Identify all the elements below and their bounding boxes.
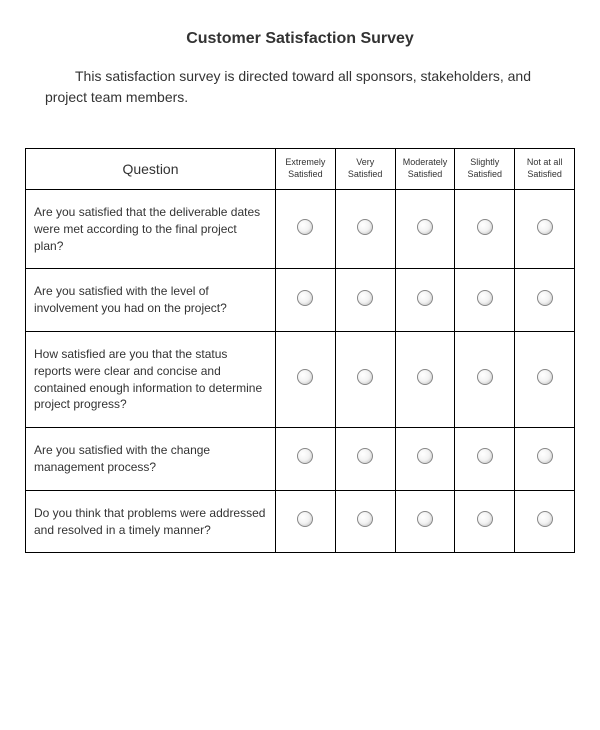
- radio-button[interactable]: [357, 219, 373, 235]
- radio-button[interactable]: [297, 369, 313, 385]
- radio-button[interactable]: [297, 511, 313, 527]
- rating-header-2: Moderately Satisfied: [395, 149, 455, 190]
- radio-button[interactable]: [297, 219, 313, 235]
- radio-button[interactable]: [537, 511, 553, 527]
- radio-cell: [455, 331, 515, 427]
- radio-button[interactable]: [357, 369, 373, 385]
- radio-button[interactable]: [417, 369, 433, 385]
- radio-cell: [335, 490, 395, 553]
- question-text: Do you think that problems were addresse…: [26, 490, 276, 553]
- table-row: Are you satisfied with the change manage…: [26, 428, 575, 491]
- radio-cell: [515, 269, 575, 332]
- survey-table-body: Are you satisfied that the deliverable d…: [26, 190, 575, 553]
- radio-cell: [455, 190, 515, 269]
- radio-cell: [276, 490, 336, 553]
- radio-cell: [515, 190, 575, 269]
- radio-cell: [515, 428, 575, 491]
- survey-title: Customer Satisfaction Survey: [25, 30, 575, 48]
- radio-button[interactable]: [357, 290, 373, 306]
- table-row: Do you think that problems were addresse…: [26, 490, 575, 553]
- radio-button[interactable]: [537, 219, 553, 235]
- rating-header-1: Very Satisfied: [335, 149, 395, 190]
- radio-cell: [515, 331, 575, 427]
- table-row: How satisfied are you that the status re…: [26, 331, 575, 427]
- radio-button[interactable]: [417, 290, 433, 306]
- radio-cell: [395, 190, 455, 269]
- radio-button[interactable]: [297, 290, 313, 306]
- question-text: Are you satisfied with the change manage…: [26, 428, 276, 491]
- radio-cell: [276, 190, 336, 269]
- radio-cell: [276, 331, 336, 427]
- radio-cell: [395, 428, 455, 491]
- table-row: Are you satisfied that the deliverable d…: [26, 190, 575, 269]
- radio-cell: [276, 269, 336, 332]
- survey-intro: This satisfaction survey is directed tow…: [25, 66, 575, 108]
- table-row: Are you satisfied with the level of invo…: [26, 269, 575, 332]
- radio-cell: [276, 428, 336, 491]
- radio-button[interactable]: [537, 369, 553, 385]
- radio-button[interactable]: [297, 448, 313, 464]
- radio-cell: [455, 269, 515, 332]
- radio-button[interactable]: [357, 448, 373, 464]
- radio-button[interactable]: [477, 219, 493, 235]
- question-text: Are you satisfied with the level of invo…: [26, 269, 276, 332]
- radio-button[interactable]: [417, 448, 433, 464]
- table-header-row: Question Extremely Satisfied Very Satisf…: [26, 149, 575, 190]
- rating-header-4: Not at all Satisfied: [515, 149, 575, 190]
- rating-header-0: Extremely Satisfied: [276, 149, 336, 190]
- question-text: How satisfied are you that the status re…: [26, 331, 276, 427]
- radio-button[interactable]: [477, 448, 493, 464]
- survey-table: Question Extremely Satisfied Very Satisf…: [25, 148, 575, 553]
- radio-cell: [395, 269, 455, 332]
- radio-button[interactable]: [417, 219, 433, 235]
- question-text: Are you satisfied that the deliverable d…: [26, 190, 276, 269]
- radio-cell: [335, 269, 395, 332]
- radio-button[interactable]: [477, 369, 493, 385]
- radio-button[interactable]: [537, 290, 553, 306]
- radio-button[interactable]: [477, 290, 493, 306]
- radio-cell: [335, 190, 395, 269]
- radio-cell: [455, 490, 515, 553]
- radio-cell: [395, 331, 455, 427]
- radio-button[interactable]: [477, 511, 493, 527]
- radio-button[interactable]: [417, 511, 433, 527]
- radio-cell: [395, 490, 455, 553]
- radio-cell: [455, 428, 515, 491]
- rating-header-3: Slightly Satisfied: [455, 149, 515, 190]
- question-header: Question: [26, 149, 276, 190]
- radio-cell: [515, 490, 575, 553]
- radio-button[interactable]: [357, 511, 373, 527]
- radio-cell: [335, 331, 395, 427]
- radio-cell: [335, 428, 395, 491]
- radio-button[interactable]: [537, 448, 553, 464]
